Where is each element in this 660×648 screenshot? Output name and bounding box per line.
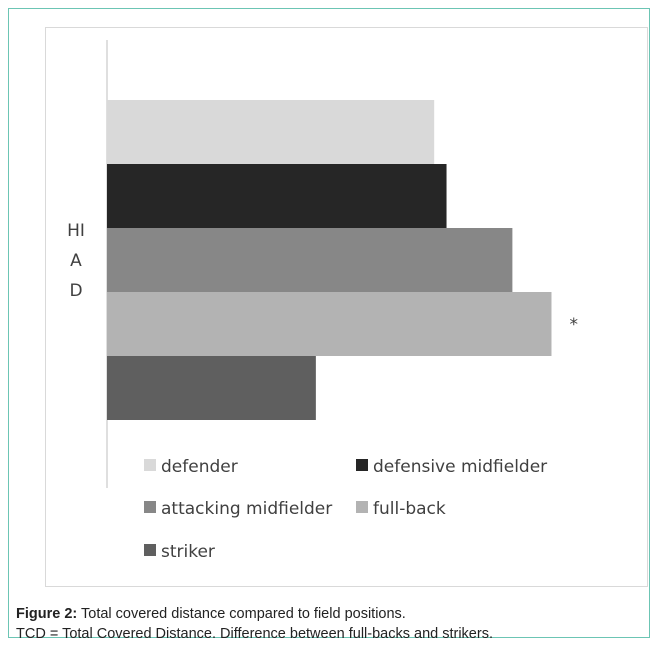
figure-frame: HI A D * defender defensive midfielder attacki…: [8, 8, 650, 638]
bar-defensive-midfielder: [107, 164, 447, 228]
legend-label-striker: striker: [161, 542, 215, 562]
bar-striker: [107, 356, 316, 420]
bar-chart: HI AD * defender defensive midfielder attacki…: [67, 40, 578, 562]
legend-label-attacking-midfielder: attacking midfielder: [161, 499, 332, 519]
caption-line-1: Figure 2: Total covered distance compare…: [16, 604, 656, 624]
legend-swatch-attacking-midfielder: [144, 501, 156, 513]
legend-label-defender: defender: [161, 457, 238, 477]
bar-full-back: [107, 292, 552, 356]
caption-title: Total covered distance compared to field…: [77, 606, 406, 622]
bar-defender: [107, 100, 435, 164]
legend-swatch-defensive-midfielder: [356, 459, 368, 471]
caption-figure-label: Figure 2:: [16, 606, 78, 622]
category-label: A: [70, 251, 82, 271]
bar-attacking-midfielder: [107, 228, 513, 292]
category-label: D: [69, 281, 82, 301]
legend-label-defensive-midfielder: defensive midfielder: [373, 457, 547, 477]
figure-caption: Figure 2: Total covered distance compare…: [16, 604, 656, 644]
caption-line-2: TCD = Total Covered Distance. Difference…: [16, 626, 493, 642]
legend-swatch-defender: [144, 459, 156, 471]
significance-marker: *: [569, 315, 578, 335]
chart-area: HI A D * defender defensive midfielder attacki…: [45, 27, 648, 587]
legend-label-full-back: full-back: [373, 499, 446, 519]
legend-swatch-full-back: [356, 501, 368, 513]
legend-swatch-striker: [144, 544, 156, 556]
category-label: HI: [67, 221, 85, 241]
